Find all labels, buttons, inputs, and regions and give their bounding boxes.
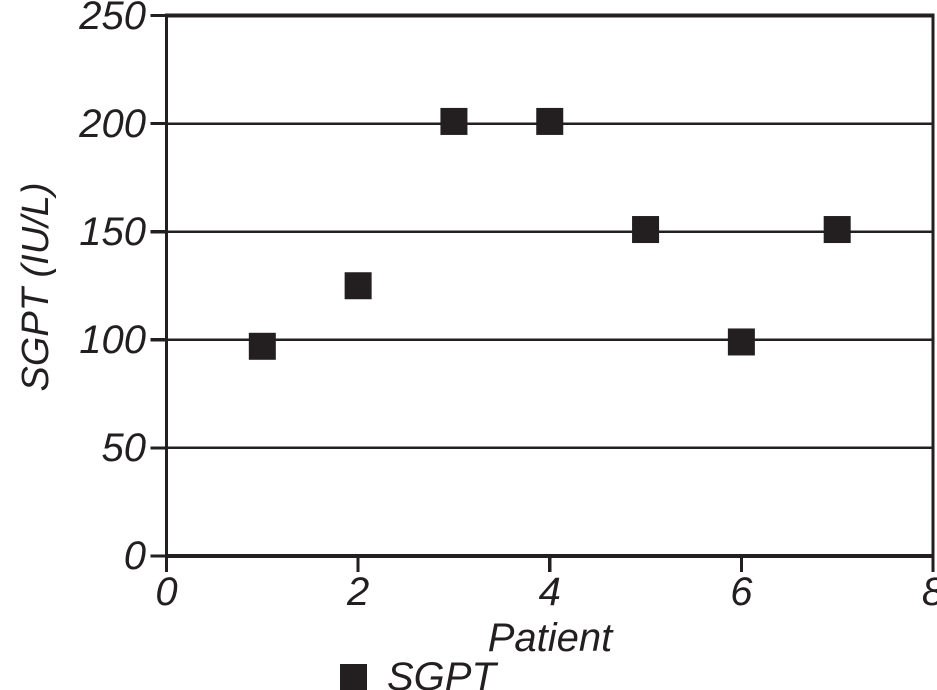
y-axis-title: SGPT (IU/L) (15, 182, 57, 392)
legend-square-marker-icon (340, 663, 367, 690)
data-point-marker (823, 216, 851, 244)
y-tick-label: 150 (79, 209, 146, 254)
y-tick-label: 0 (123, 534, 146, 578)
x-tick-label: 0 (155, 570, 178, 614)
data-point-marker (440, 107, 468, 135)
x-tick-label: 2 (347, 570, 370, 614)
x-axis-title: Patient (487, 616, 613, 660)
y-tick-label: 100 (79, 317, 146, 362)
y-tick-label: 50 (101, 425, 147, 470)
data-point-marker (536, 107, 564, 135)
y-tick-label: 200 (79, 101, 146, 146)
legend: SGPT (340, 655, 496, 690)
x-tick-label: 4 (538, 570, 561, 614)
data-point-marker (248, 332, 276, 360)
data-point-marker (632, 216, 660, 244)
x-tick-label: 6 (730, 570, 753, 614)
legend-series-label: SGPT (387, 655, 496, 690)
data-point-marker (344, 272, 372, 300)
data-point-marker (727, 328, 755, 356)
x-tick-label: 8 (888, 570, 937, 614)
y-tick-label: 250 (79, 0, 146, 38)
